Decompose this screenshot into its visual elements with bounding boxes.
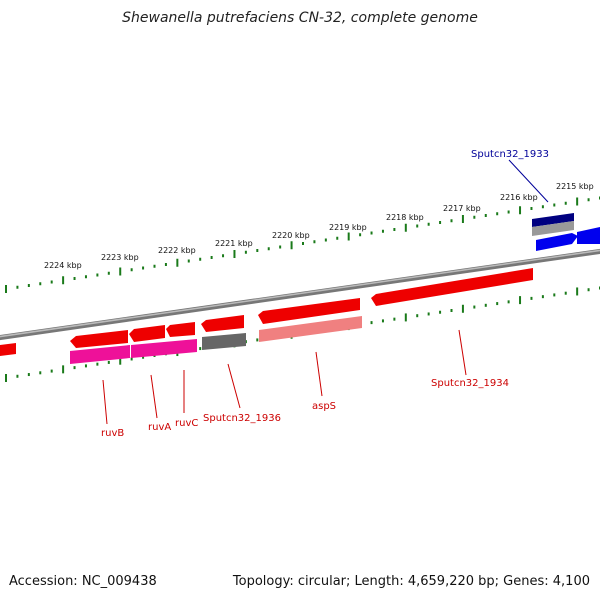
genome-summary: Topology: circular; Length: 4,659,220 bp…: [232, 574, 590, 589]
kbp-label: 2223 kbp: [101, 253, 139, 262]
kbp-labels: 2224 kbp 2223 kbp 2222 kbp 2221 kbp 2220 kbp…: [44, 182, 594, 270]
map-title: Shewanella putrefaciens CN-32, complete …: [122, 10, 478, 26]
gene-label: ruvB: [101, 428, 124, 439]
gene-label: ruvC: [175, 418, 198, 429]
accession-label: Accession: NC_009438: [9, 574, 157, 589]
gene-arrow: [0, 343, 16, 356]
label-leader-line: [508, 159, 549, 203]
genome-backbone: [0, 248, 600, 341]
gene-rna-ruvA: [131, 339, 197, 358]
gene-navy-1933: [532, 213, 574, 227]
kbp-label: 2221 kbp: [215, 239, 253, 248]
gene-gray-1936: [202, 333, 246, 350]
gene-label: Sputcn32_1934: [431, 378, 509, 389]
gene-rna-ruvB: [70, 345, 130, 364]
gene-arrow-ruvC: [166, 322, 195, 337]
kbp-label: 2222 kbp: [158, 246, 196, 255]
gene-arrow-aspS: [258, 298, 360, 324]
gene-arrow-ruvA: [129, 325, 165, 342]
kbp-label: 2224 kbp: [44, 261, 82, 270]
kbp-label: 2219 kbp: [329, 223, 367, 232]
gene-arrow-1936: [201, 315, 244, 332]
gene-features: [0, 213, 600, 364]
gene-light-aspS: [259, 316, 362, 342]
kbp-label: 2216 kbp: [500, 193, 538, 202]
gene-arrow-blue-2: [577, 227, 600, 244]
kbp-label: 2215 kbp: [556, 182, 594, 191]
gene-label: Sputcn32_1933: [471, 149, 549, 160]
label-leader-line: [150, 374, 158, 419]
gene-gray-1933: [532, 221, 574, 236]
label-leader-line: [458, 329, 467, 376]
gene-label: ruvA: [148, 422, 171, 433]
gene-label: Sputcn32_1936: [203, 413, 281, 424]
genome-backbone-highlight: [0, 249, 600, 338]
gene-label: aspS: [312, 401, 336, 412]
kbp-label: 2218 kbp: [386, 213, 424, 222]
kbp-label: 2217 kbp: [443, 204, 481, 213]
label-leader-line: [102, 379, 108, 425]
kbp-label: 2220 kbp: [272, 231, 310, 240]
gene-arrow-blue: [536, 233, 578, 251]
outer-tick-track: [5, 196, 600, 293]
gene-arrow-1934: [371, 268, 533, 306]
gene-labels: ruvB ruvA ruvC Sputcn32_1936 aspS Sputcn32_19…: [101, 149, 549, 439]
label-leader-line: [227, 363, 241, 409]
gene-arrow-ruvB: [70, 330, 128, 348]
label-leader-line: [315, 351, 323, 397]
